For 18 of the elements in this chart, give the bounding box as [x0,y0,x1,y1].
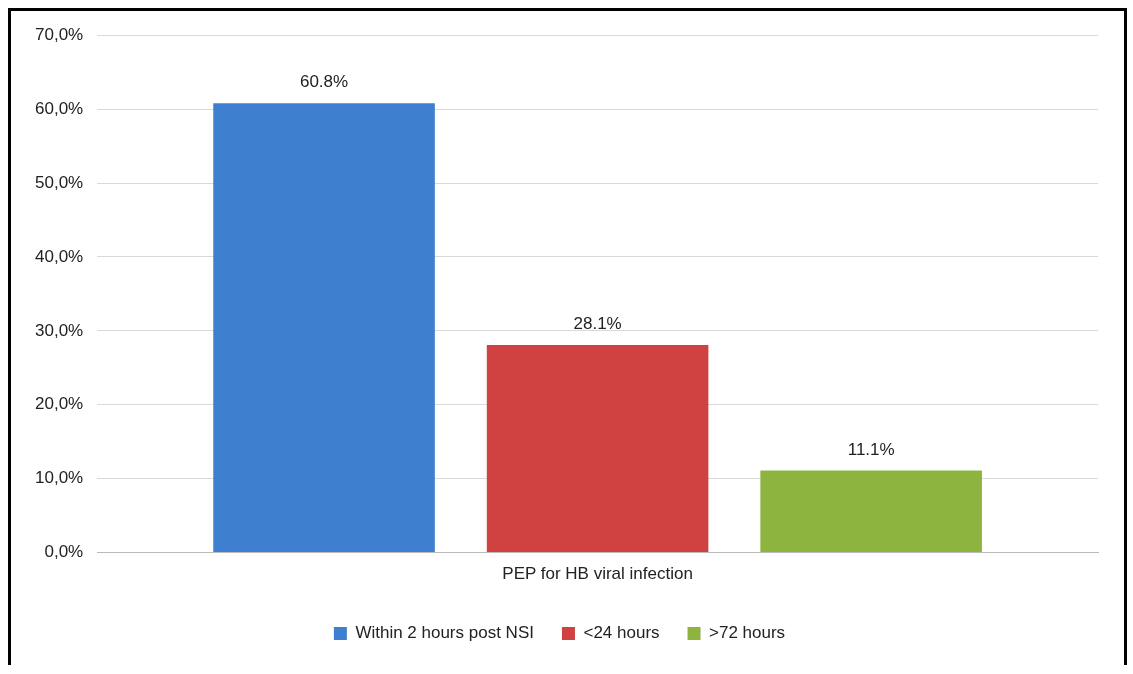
y-tick-label: 70,0% [35,24,84,44]
data-label: 11.1% [847,439,895,459]
bar [486,344,709,553]
x-tick-label: PEP for HB viral infection [502,564,693,584]
legend-label: Within 2 hours post NSI [355,623,534,643]
bar [213,103,435,553]
y-tick-label: 40,0% [35,246,84,266]
y-tick-label: 0,0% [44,542,84,562]
y-tick-label: 60,0% [35,98,84,118]
bar [760,470,982,553]
legend-label: >72 hours [709,623,786,643]
data-label: 28.1% [573,314,622,334]
y-tick-label: 50,0% [35,172,84,192]
y-tick-label: 30,0% [35,320,84,340]
y-tick-label: 20,0% [35,394,84,414]
data-label: 60.8% [299,72,349,92]
y-tick-label: 10,0% [35,468,84,488]
legend-label: <24 hours [583,623,660,643]
